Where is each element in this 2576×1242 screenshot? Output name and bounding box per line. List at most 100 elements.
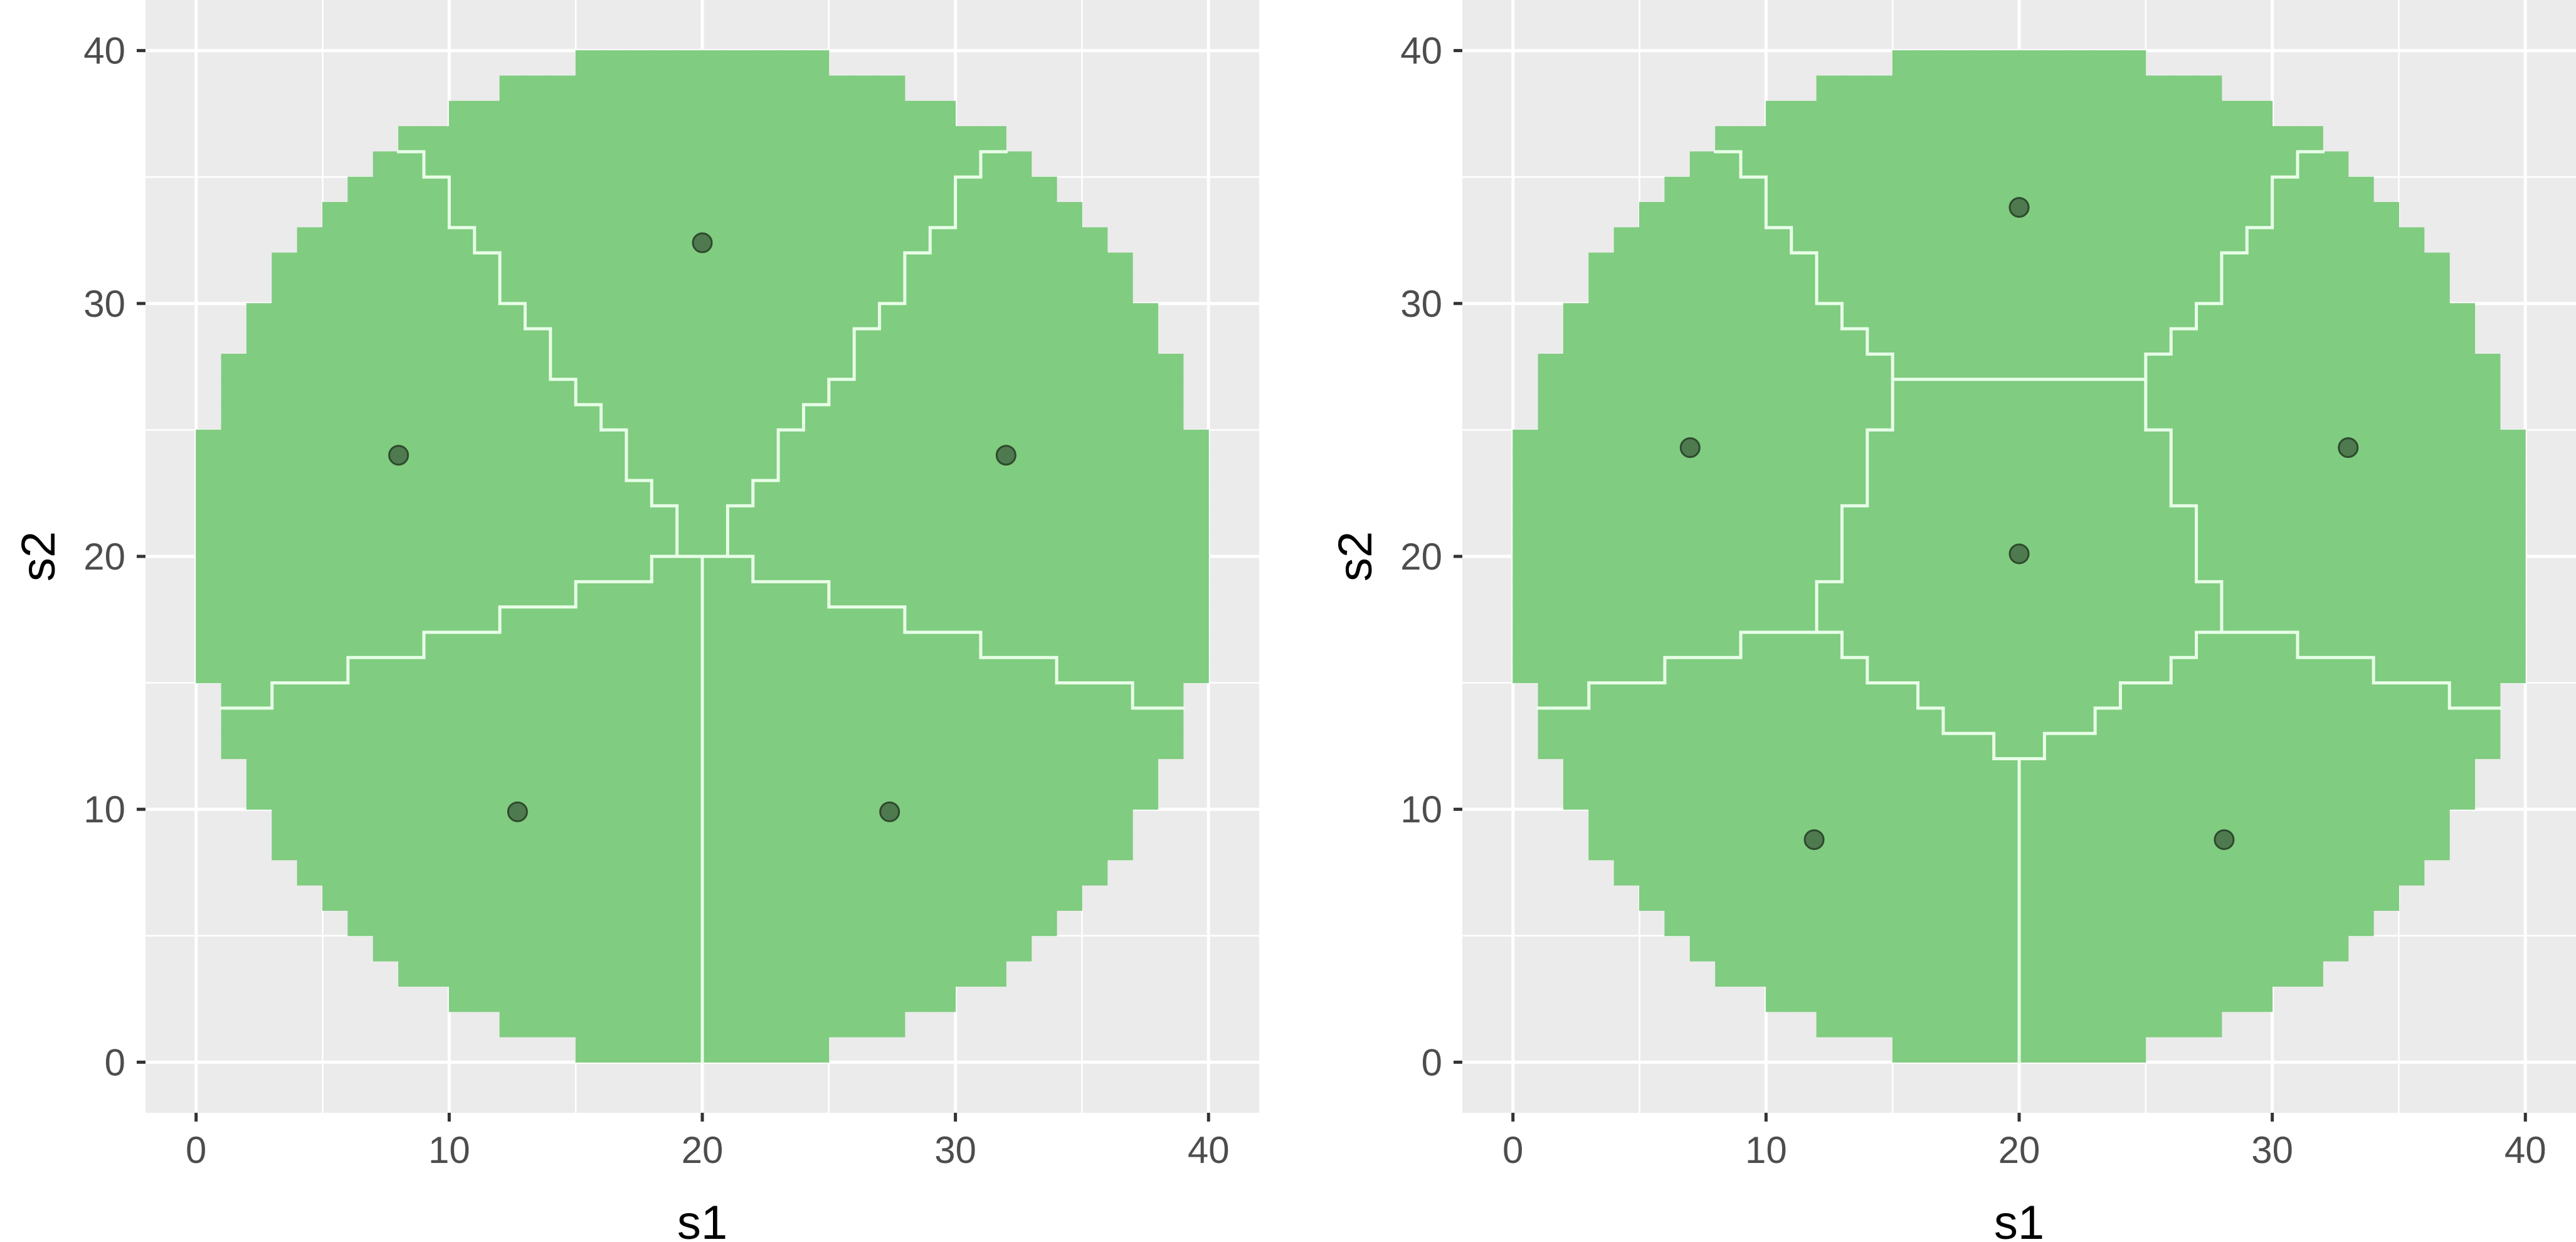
- region-cell: [1841, 278, 1868, 304]
- region-cell: [1791, 126, 1817, 152]
- region-cell: [1841, 985, 1868, 1012]
- region-cell: [1943, 429, 1969, 456]
- region-cell: [448, 227, 475, 253]
- region-cell: [322, 505, 349, 532]
- region-cell: [828, 834, 855, 861]
- region-cell: [853, 632, 880, 658]
- region-cell: [1968, 682, 1995, 709]
- region-cell: [1765, 531, 1792, 557]
- region-cell: [2145, 176, 2172, 203]
- region-cell: [1918, 657, 1944, 684]
- region-cell: [1765, 758, 1792, 785]
- region-cell: [929, 708, 956, 734]
- region-cell: [2246, 505, 2273, 532]
- region-cell: [2398, 455, 2425, 481]
- region-cell: [423, 252, 450, 279]
- region-cell: [702, 505, 728, 532]
- region-cell: [2069, 809, 2096, 836]
- region-cell: [1563, 455, 1590, 481]
- x-tick-label: 30: [2251, 1129, 2293, 1171]
- region-cell: [1715, 480, 1741, 506]
- region-cell: [904, 935, 931, 962]
- region-cell: [601, 607, 627, 633]
- region-cell: [702, 126, 728, 152]
- region-cell: [550, 985, 576, 1012]
- region-cell: [1005, 758, 1032, 785]
- region-cell: [2044, 1011, 2071, 1038]
- region-cell: [803, 708, 830, 734]
- region-cell: [677, 252, 703, 279]
- region-cell: [1132, 657, 1159, 684]
- region-cell: [929, 404, 956, 430]
- region-cell: [702, 303, 728, 329]
- region-cell: [1689, 176, 1716, 203]
- region-cell: [1056, 227, 1082, 253]
- region-cell: [1563, 682, 1590, 709]
- region-cell: [2196, 657, 2222, 684]
- region-cell: [1943, 935, 1969, 962]
- region-cell: [651, 126, 678, 152]
- region-cell: [2196, 176, 2222, 203]
- region-cell: [2398, 531, 2425, 557]
- region-cell: [1613, 404, 1640, 430]
- region-cell: [550, 353, 576, 380]
- region-cell: [601, 1011, 627, 1038]
- region-cell: [1968, 783, 1995, 810]
- region-cell: [1715, 708, 1741, 734]
- region-cell: [2044, 632, 2071, 658]
- region-cell: [778, 1036, 804, 1063]
- region-cell: [221, 505, 247, 532]
- region-cell: [1791, 531, 1817, 557]
- region-cell: [803, 50, 830, 77]
- region-cell: [2145, 733, 2172, 760]
- region-cell: [2348, 531, 2374, 557]
- region-cell: [1715, 278, 1741, 304]
- region-cell: [1892, 910, 1919, 937]
- region-cell: [1892, 682, 1919, 709]
- region-cell: [1993, 303, 2020, 329]
- region-cell: [853, 151, 880, 178]
- region-cell: [1715, 884, 1741, 911]
- region-cell: [2373, 531, 2399, 557]
- region-cell: [2373, 556, 2399, 582]
- region-cell: [322, 353, 349, 380]
- region-cell: [2272, 960, 2298, 987]
- region-cell: [2196, 556, 2222, 582]
- region-cell: [398, 303, 425, 329]
- region-cell: [372, 505, 399, 532]
- region-cell: [1056, 733, 1082, 760]
- region-cell: [372, 353, 399, 380]
- region-cell: [752, 151, 779, 178]
- region-cell: [1107, 455, 1133, 481]
- region-cell: [246, 758, 273, 785]
- region-cell: [550, 480, 576, 506]
- region-cell: [904, 379, 931, 405]
- region-cell: [575, 252, 602, 279]
- region-cell: [651, 480, 678, 506]
- region-cell: [1664, 581, 1691, 608]
- region-cell: [372, 252, 399, 279]
- region-cell: [651, 758, 678, 785]
- region-cell: [2145, 632, 2172, 658]
- region-cell: [524, 455, 551, 481]
- region-cell: [677, 455, 703, 481]
- region-cell: [626, 328, 652, 354]
- region-cell: [1791, 935, 1817, 962]
- region-cell: [1715, 935, 1741, 962]
- region-cell: [2044, 531, 2071, 557]
- region-cell: [1031, 429, 1057, 456]
- region-cell: [575, 126, 602, 152]
- region-cell: [1841, 353, 1868, 380]
- region-cell: [2272, 252, 2298, 279]
- region-cell: [1943, 985, 1969, 1012]
- region-cell: [2398, 682, 2425, 709]
- region-cell: [1107, 353, 1133, 380]
- region-cell: [2449, 682, 2476, 709]
- region-cell: [1689, 809, 1716, 836]
- region-cell: [677, 202, 703, 228]
- site-points: [1679, 197, 2359, 851]
- region-cell: [1791, 455, 1817, 481]
- region-cell: [1867, 607, 1893, 633]
- region-cell: [1791, 480, 1817, 506]
